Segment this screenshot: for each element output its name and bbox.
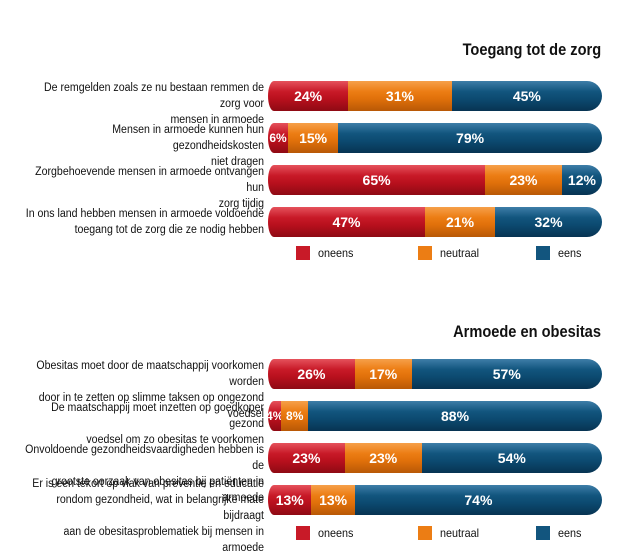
stacked-bar: 6% 15% 79%	[268, 123, 602, 153]
value-label: 88%	[441, 408, 470, 424]
bar-segment-neutraal: 13%	[311, 485, 355, 515]
value-label: 4%	[268, 408, 284, 423]
bar-segment-neutraal: 8%	[281, 401, 309, 431]
bar-row: De maatschappij moet inzetten op goedkop…	[0, 396, 619, 446]
category-label: In ons land hebben mensen in armoede vol…	[25, 208, 264, 236]
stacked-bar: 4% 8% 88%	[268, 401, 602, 431]
value-label: 24%	[294, 88, 323, 104]
value-label: 45%	[512, 88, 541, 104]
legend-label: eens	[558, 246, 582, 260]
value-label: 26%	[297, 366, 326, 382]
legend-swatch	[536, 526, 550, 540]
value-label: 6%	[269, 130, 287, 145]
stacked-bar: 65% 23% 12%	[268, 165, 602, 195]
legend-swatch	[418, 246, 432, 260]
legend: oneens neutraal eens	[0, 526, 619, 542]
stacked-bar: 13% 13% 74%	[268, 485, 602, 515]
legend-swatch	[296, 246, 310, 260]
stacked-bar: 26% 17% 57%	[268, 359, 602, 389]
value-label: 57%	[492, 366, 521, 382]
legend-swatch	[536, 246, 550, 260]
value-label: 15%	[299, 130, 328, 146]
bar-segment-oneens: 47%	[268, 207, 425, 237]
bar-segment-eens: 32%	[495, 207, 602, 237]
stacked-bar: 23% 23% 54%	[268, 443, 602, 473]
legend-label: oneens	[318, 526, 354, 540]
bar-row: Zorgbehoevende mensen in armoede ontvang…	[0, 160, 619, 210]
legend-item-neutraal: neutraal	[418, 246, 483, 260]
chart-title: Armoede en obesitas	[453, 322, 601, 341]
category-label: Obesitas moet door de maatschappij voork…	[36, 360, 264, 420]
category-label: Zorgbehoevende mensen in armoede ontvang…	[35, 166, 265, 210]
bar-segment-eens: 54%	[421, 443, 602, 473]
bar-segment-oneens: 65%	[268, 165, 486, 195]
value-label: 8%	[286, 408, 304, 423]
chart-title: Toegang tot de zorg	[462, 40, 601, 59]
legend-label: neutraal	[440, 246, 480, 260]
bar-segment-neutraal: 31%	[348, 81, 452, 111]
bar-segment-neutraal: 15%	[288, 123, 339, 153]
bar-segment-oneens: 26%	[268, 359, 355, 389]
legend-item-neutraal: neutraal	[418, 526, 483, 540]
legend-label: oneens	[318, 246, 354, 260]
category-label: Er is een tekort op vlak van preventie e…	[32, 478, 265, 554]
category-label: Onvoldoende gezondheidsvaardigheden hebb…	[25, 444, 265, 504]
legend-label: neutraal	[440, 526, 480, 540]
bar-row: De remgelden zoals ze nu bestaan remmen …	[0, 76, 619, 126]
value-label: 17%	[369, 366, 398, 382]
value-label: 31%	[385, 88, 414, 104]
stacked-bar: 47% 21% 32%	[268, 207, 602, 237]
legend-item-eens: eens	[536, 246, 584, 260]
legend-item-oneens: oneens	[296, 526, 357, 540]
value-label: 23%	[509, 172, 538, 188]
value-label: 21%	[446, 214, 475, 230]
value-label: 74%	[464, 492, 493, 508]
bar-row: In ons land hebben mensen in armoede vol…	[0, 202, 619, 242]
bar-row: Er is een tekort op vlak van preventie e…	[0, 478, 619, 554]
bar-row: Obesitas moet door de maatschappij voork…	[0, 354, 619, 420]
value-label: 32%	[534, 214, 563, 230]
value-label: 65%	[362, 172, 391, 188]
bar-segment-eens: 79%	[338, 123, 602, 153]
value-label: 23%	[292, 450, 321, 466]
bar-segment-neutraal: 21%	[424, 207, 496, 237]
legend-item-oneens: oneens	[296, 246, 357, 260]
value-label: 47%	[332, 214, 361, 230]
legend: oneens neutraal eens	[0, 246, 619, 262]
bar-row: Onvoldoende gezondheidsvaardigheden hebb…	[0, 438, 619, 504]
bar-segment-oneens: 4%	[268, 401, 284, 431]
bar-segment-eens: 74%	[354, 485, 602, 515]
stacked-bar: 24% 31% 45%	[268, 81, 602, 111]
bar-segment-neutraal: 23%	[485, 165, 562, 195]
value-label: 13%	[319, 492, 348, 508]
category-label: De maatschappij moet inzetten op goedkop…	[51, 402, 264, 446]
legend-swatch	[296, 526, 310, 540]
bar-segment-eens: 12%	[561, 165, 602, 195]
bar-segment-neutraal: 23%	[344, 443, 422, 473]
bar-segment-oneens: 24%	[268, 81, 349, 111]
bar-row: Mensen in armoede kunnen hun gezondheids…	[0, 118, 619, 168]
bar-segment-oneens: 6%	[268, 123, 289, 153]
category-label: De remgelden zoals ze nu bestaan remmen …	[44, 82, 264, 126]
bar-segment-oneens: 23%	[268, 443, 345, 473]
legend-item-eens: eens	[536, 526, 584, 540]
bar-segment-eens: 88%	[308, 401, 602, 431]
bar-segment-neutraal: 17%	[354, 359, 412, 389]
legend-swatch	[418, 526, 432, 540]
legend-label: eens	[558, 526, 582, 540]
value-label: 12%	[567, 172, 596, 188]
value-label: 23%	[369, 450, 398, 466]
bar-segment-eens: 45%	[451, 81, 602, 111]
bar-segment-eens: 57%	[411, 359, 602, 389]
bar-segment-oneens: 13%	[268, 485, 312, 515]
value-label: 54%	[497, 450, 526, 466]
value-label: 13%	[275, 492, 304, 508]
category-label: Mensen in armoede kunnen hun gezondheids…	[112, 124, 264, 168]
value-label: 79%	[456, 130, 485, 146]
